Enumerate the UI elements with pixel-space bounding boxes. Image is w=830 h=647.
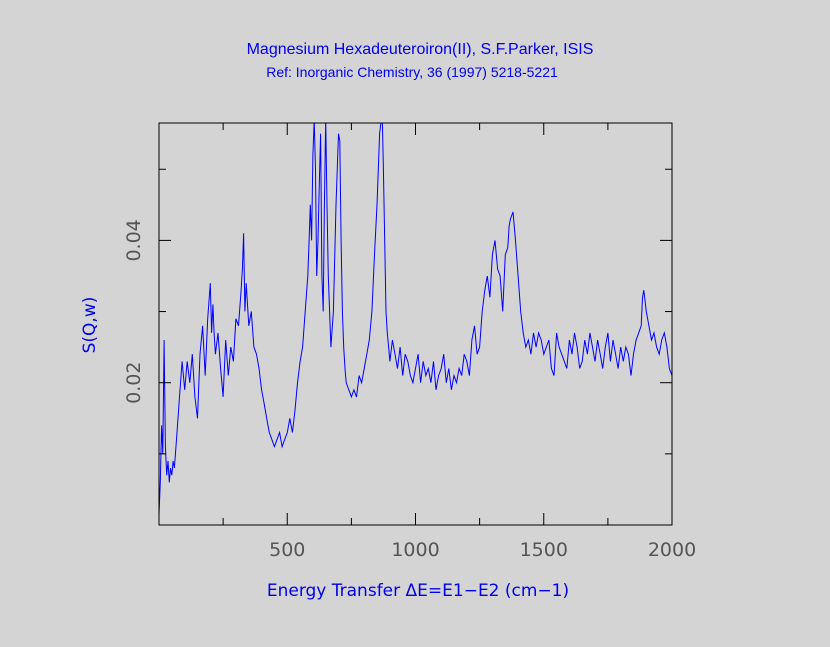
y-axis-label: S(Q,w) — [80, 297, 100, 354]
chart-subtitle: Ref: Inorganic Chemistry, 36 (1997) 5218… — [266, 64, 558, 80]
x-tick-label: 1000 — [391, 539, 439, 561]
chart-title: Magnesium Hexadeuteroiron(II), S.F.Parke… — [247, 41, 594, 58]
x-tick-label: 2000 — [648, 539, 696, 561]
series-line-0 — [159, 123, 672, 515]
x-axis-label: Energy Transfer ΔE=E1−E2 (cm−1) — [267, 581, 569, 601]
axis-ticks — [159, 123, 672, 525]
plot-area — [159, 123, 672, 515]
axis-tick-labels: 500 1000 1500 2000 0.02 0.04 — [123, 219, 696, 561]
x-tick-label: 500 — [269, 539, 305, 561]
x-tick-label: 1500 — [520, 539, 568, 561]
y-tick-label: 0.04 — [123, 219, 145, 261]
y-tick-label: 0.02 — [123, 362, 145, 404]
